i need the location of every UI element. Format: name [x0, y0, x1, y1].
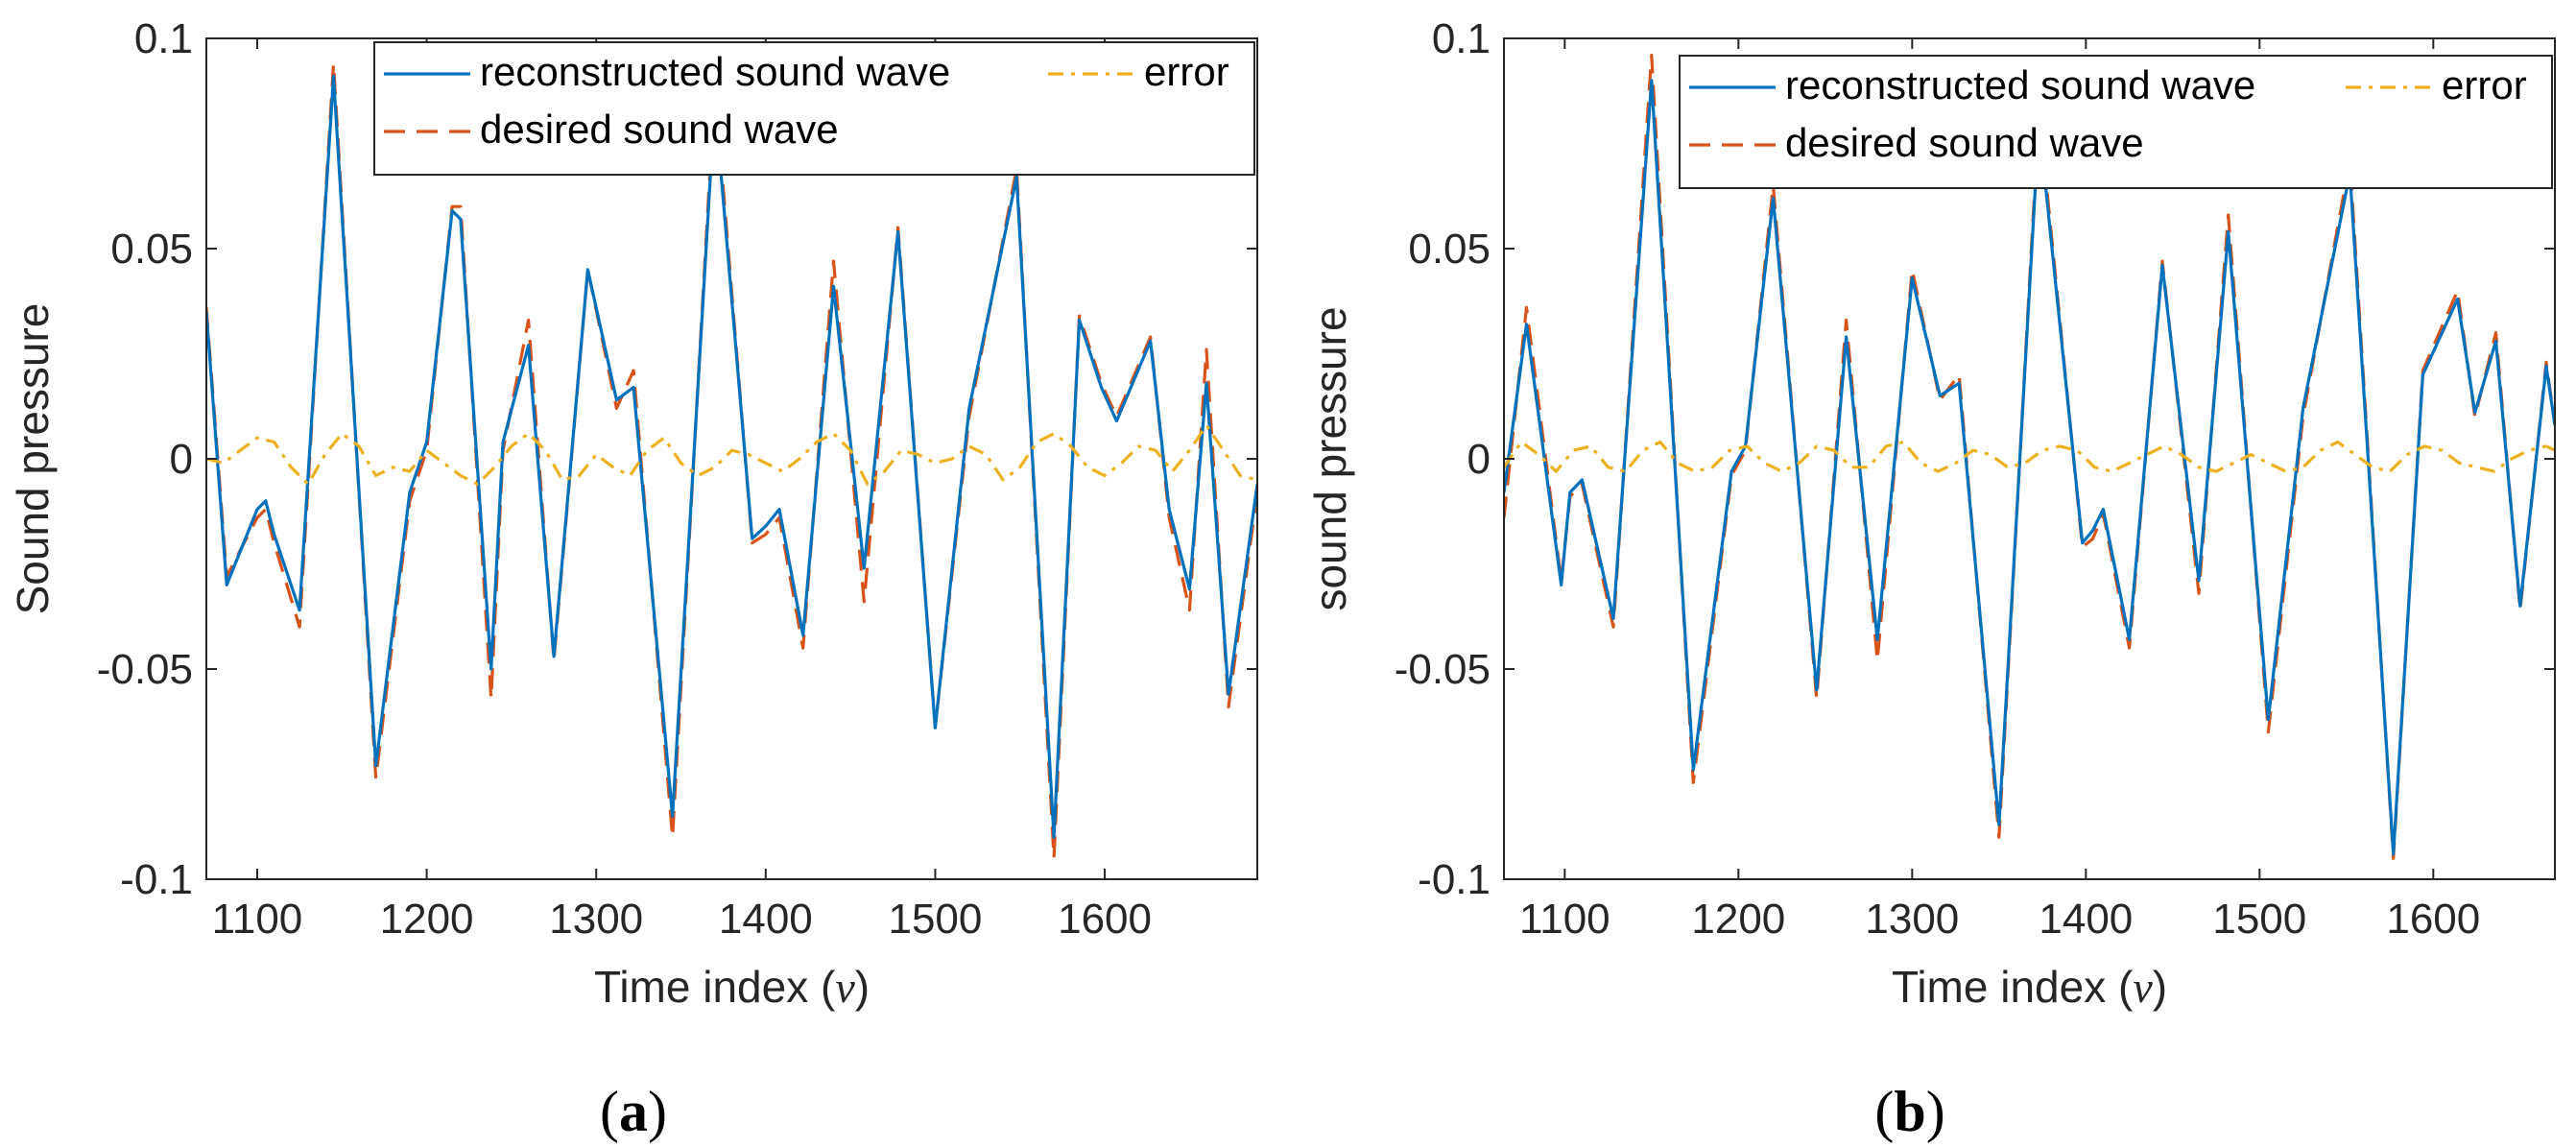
panel-label-part: ) — [648, 1080, 667, 1143]
y-tick-label: 0.1 — [1432, 15, 1491, 62]
plot-area — [206, 38, 1257, 879]
x-tick-label: 1200 — [380, 896, 474, 943]
x-tick-label: 1500 — [2212, 896, 2306, 943]
x-tick-label: 1500 — [888, 896, 982, 943]
legend-box — [373, 41, 1255, 176]
legend-box — [1679, 55, 2553, 189]
y-tick-label: -0.1 — [1418, 856, 1491, 903]
x-tick-label: 1300 — [1865, 896, 1959, 943]
x-axis-title-part: ν — [2133, 963, 2153, 1012]
x-tick-label: 1400 — [2039, 896, 2133, 943]
legend-label: desired sound wave — [480, 107, 839, 152]
x-axis-title-part: ν — [835, 963, 855, 1012]
y-tick-label: 0 — [1467, 436, 1491, 483]
panel-label: (b) — [1874, 1080, 1944, 1143]
y-tick-label: -0.05 — [97, 646, 193, 693]
y-tick-label: -0.1 — [120, 856, 193, 903]
chart-panel-a: 1100 1200 1300 1400 1500 1600 -0.1 -0.05 0 0.05 0.… — [8, 15, 1258, 1143]
x-tick-label: 1200 — [1691, 896, 1785, 943]
panel-label-part: ) — [1926, 1080, 1945, 1143]
x-tick-label: 1100 — [1519, 896, 1610, 943]
y-tick-label: 0 — [170, 436, 193, 483]
x-axis-title-part: Time index ( — [594, 962, 836, 1012]
x-axis-title: Time index (ν) — [594, 962, 870, 1012]
series-line-error — [1504, 440, 2555, 473]
y-tick-label: 0.05 — [1408, 226, 1491, 273]
y-axis-title: Sound pressure — [8, 303, 58, 615]
panel-label-part: a — [619, 1080, 648, 1143]
legend: reconstructed sound wave error desired sou… — [1679, 55, 2553, 189]
panel-label-part: b — [1894, 1080, 1925, 1143]
x-tick-label: 1400 — [719, 896, 813, 943]
y-axis-title: sound pressure — [1305, 306, 1355, 610]
legend-label: desired sound wave — [1785, 120, 2144, 165]
x-tick-label: 1600 — [1058, 896, 1152, 943]
chart-panel-b: 1100 1200 1300 1400 1500 1600 -0.1 -0.05 0 0.05 0.… — [1305, 15, 2556, 1143]
x-tick-label: 1600 — [2386, 896, 2480, 943]
legend-label: reconstructed sound wave — [1785, 62, 2255, 108]
x-axis-title-part: ) — [855, 962, 870, 1012]
legend: reconstructed sound wave error desired sou… — [373, 41, 1255, 176]
legend-label: error — [1144, 49, 1229, 94]
y-tick-label: 0.1 — [134, 15, 193, 62]
x-tick-label: 1100 — [212, 896, 303, 943]
series-line-error — [206, 423, 1257, 486]
panel-label-part: ( — [1874, 1080, 1894, 1143]
x-axis-title-part: Time index ( — [1892, 962, 2134, 1012]
x-axis-title: Time index (ν) — [1892, 962, 2167, 1012]
panel-label-part: ( — [600, 1080, 619, 1143]
x-axis-title-part: ) — [2153, 962, 2167, 1012]
panel-label: (a) — [600, 1080, 667, 1143]
legend-label: error — [2442, 62, 2527, 108]
legend-label: reconstructed sound wave — [480, 49, 950, 94]
x-tick-label: 1300 — [549, 896, 643, 943]
y-tick-label: 0.05 — [110, 226, 193, 273]
y-tick-label: -0.05 — [1395, 646, 1491, 693]
